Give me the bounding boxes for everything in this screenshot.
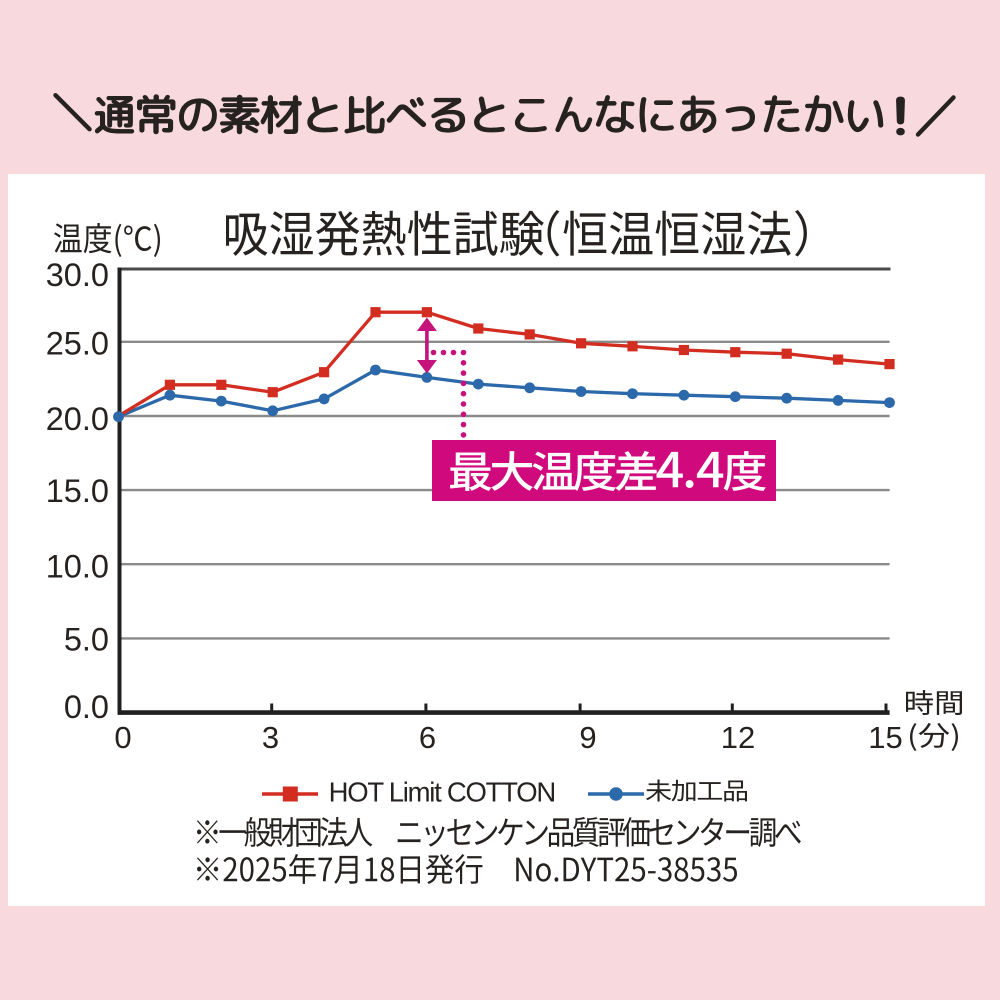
svg-text:12: 12 bbox=[721, 720, 755, 755]
svg-text:15.0: 15.0 bbox=[46, 473, 109, 509]
svg-text:3: 3 bbox=[262, 720, 279, 755]
svg-text:6: 6 bbox=[419, 720, 436, 755]
svg-text:HOT Limit COTTON: HOT Limit COTTON bbox=[329, 777, 557, 808]
svg-text:0.0: 0.0 bbox=[64, 689, 109, 725]
svg-text:9: 9 bbox=[579, 720, 596, 755]
svg-text:30.0: 30.0 bbox=[46, 257, 109, 293]
svg-text:15: 15 bbox=[868, 720, 902, 755]
svg-text:0: 0 bbox=[114, 720, 131, 755]
svg-text:25.0: 25.0 bbox=[46, 326, 109, 362]
svg-text:10.0: 10.0 bbox=[46, 549, 109, 585]
svg-text:5.0: 5.0 bbox=[64, 622, 109, 658]
svg-text:20.0: 20.0 bbox=[46, 401, 109, 437]
